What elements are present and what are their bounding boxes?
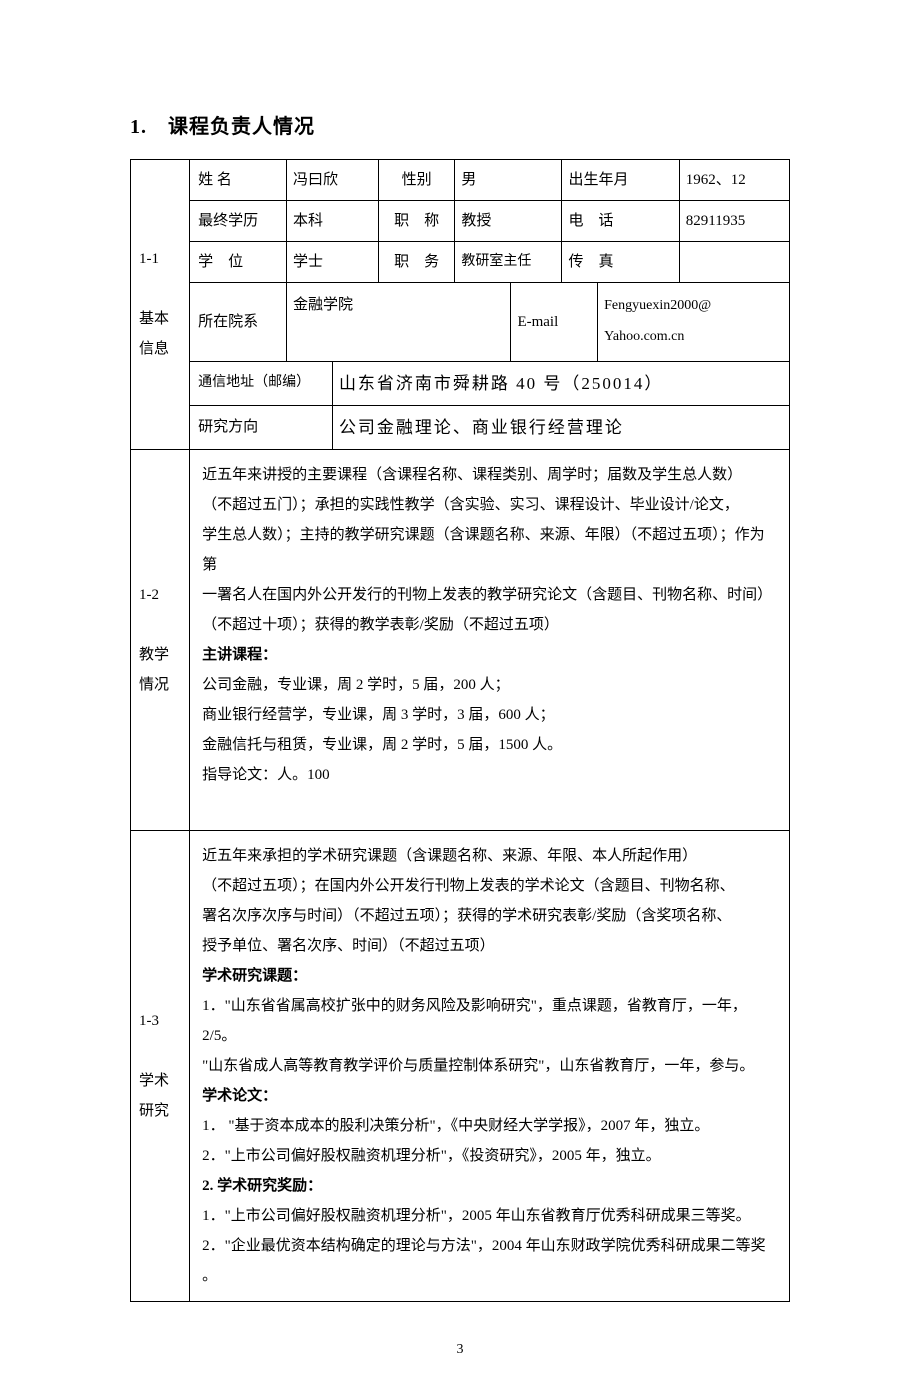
- t-p1: 近五年来讲授的主要课程（含课程名称、课程类别、周学时；届数及学生总人数）: [202, 460, 777, 490]
- phone-value: 82911935: [679, 201, 789, 242]
- title-label: 职 称: [378, 201, 455, 242]
- addr-value: 山东省济南市舜耕路 40 号（250014）: [332, 361, 789, 405]
- teaching-content: 近五年来讲授的主要课程（含课程名称、课程类别、周学时；届数及学生总人数） （不超…: [190, 449, 790, 830]
- r-p7: 2/5。: [202, 1021, 777, 1051]
- r-p10: 1． "基于资本成本的股利决策分析"，《中央财经大学学报》，2007 年，独立。: [202, 1111, 777, 1141]
- row-education: 最终学历 本科 职 称 教授 电 话 82911935: [131, 201, 790, 242]
- t-p4: 一署名人在国内外公开发行的刊物上发表的教学研究论文（含题目、刊物名称、时间）: [202, 580, 777, 610]
- r-p11: 2．"上市公司偏好股权融资机理分析"，《投资研究》，2005 年，独立。: [202, 1141, 777, 1171]
- r-p14: 2．"企业最优资本结构确定的理论与方法"，2004 年山东财政学院优秀科研成果二…: [202, 1231, 777, 1261]
- fax-label: 传 真: [562, 242, 679, 283]
- birth-label: 出生年月: [562, 160, 679, 201]
- r-p9: 学术论文：: [202, 1081, 777, 1111]
- gender-label: 性别: [378, 160, 455, 201]
- t-p9: 金融信托与租赁，专业课，周 2 学时，5 届，1500 人。: [202, 730, 777, 760]
- section-1-2-label: 1-2 教学 情况: [131, 449, 190, 830]
- row-name: 1-1 基本 信息 姓 名 冯曰欣 性别 男 出生年月 1962、12: [131, 160, 790, 201]
- gender-value: 男: [455, 160, 562, 201]
- fax-value: [679, 242, 789, 283]
- t-p2: （不超过五门）；承担的实践性教学（含实验、实习、课程设计、毕业设计/论文，: [202, 490, 777, 520]
- main-table: 1-1 基本 信息 姓 名 冯曰欣 性别 男 出生年月 1962、12 最终学历…: [130, 159, 790, 1302]
- email-line2: Yahoo.com.cn: [604, 329, 684, 344]
- page-number: 3: [130, 1342, 790, 1358]
- t-p5: （不超过十项）；获得的教学表彰/奖励（不超过五项）: [202, 610, 777, 640]
- sec13-l1: 1-3: [139, 1013, 159, 1029]
- row-dept: 所在院系 金融学院 E-mail Fengyuexin2000@ Yahoo.c…: [131, 283, 790, 362]
- addr-label: 通信地址（邮编）: [190, 361, 333, 405]
- t-p3: 学生总人数）；主持的教学研究课题（含课题名称、来源、年限）（不超过五项）；作为第: [202, 520, 777, 580]
- sec12-l2: 教学: [139, 647, 169, 663]
- r-p6: 1．"山东省省属高校扩张中的财务风险及影响研究"，重点课题，省教育厅，一年，: [202, 991, 777, 1021]
- r-p5: 学术研究课题：: [202, 961, 777, 991]
- edu-value: 本科: [287, 201, 379, 242]
- sec11-l1: 1-1: [139, 251, 159, 267]
- section-heading: 1. 课程负责人情况: [130, 110, 790, 139]
- degree-value: 学士: [287, 242, 379, 283]
- dir-label: 研究方向: [190, 405, 333, 449]
- duty-value: 教研室主任: [455, 242, 562, 283]
- research-content: 近五年来承担的学术研究课题（含课题名称、来源、年限、本人所起作用） （不超过五项…: [190, 830, 790, 1301]
- t-p8: 商业银行经营学，专业课，周 3 学时，3 届，600 人；: [202, 700, 777, 730]
- dept-value: 金融学院: [287, 283, 511, 362]
- r-p1: 近五年来承担的学术研究课题（含课题名称、来源、年限、本人所起作用）: [202, 841, 777, 871]
- name-label: 姓 名: [190, 160, 287, 201]
- sec12-l3: 情况: [139, 677, 169, 693]
- sec12-l1: 1-2: [139, 587, 159, 603]
- email-label: E-mail: [511, 283, 598, 362]
- email-line1: Fengyuexin2000@: [604, 298, 711, 313]
- r-p8: "山东省成人高等教育教学评价与质量控制体系研究"，山东省教育厅，一年，参与。: [202, 1051, 777, 1081]
- title-value: 教授: [455, 201, 562, 242]
- duty-label: 职 务: [378, 242, 455, 283]
- birth-value: 1962、12: [679, 160, 789, 201]
- email-value: Fengyuexin2000@ Yahoo.com.cn: [598, 283, 790, 362]
- row-address: 通信地址（邮编） 山东省济南市舜耕路 40 号（250014）: [131, 361, 790, 405]
- r-p3: 署名次序次序与时间）（不超过五项）；获得的学术研究表彰/奖励（含奖项名称、: [202, 901, 777, 931]
- dept-label: 所在院系: [190, 283, 287, 362]
- r-p4: 授予单位、署名次序、时间）（不超过五项）: [202, 931, 777, 961]
- r-p12: 2. 学术研究奖励：: [202, 1171, 777, 1201]
- name-value: 冯曰欣: [287, 160, 379, 201]
- r-p15: 。: [202, 1261, 777, 1291]
- row-direction: 研究方向 公司金融理论、商业银行经营理论: [131, 405, 790, 449]
- row-degree: 学 位 学士 职 务 教研室主任 传 真: [131, 242, 790, 283]
- edu-label: 最终学历: [190, 201, 287, 242]
- phone-label: 电 话: [562, 201, 679, 242]
- sec11-l3: 信息: [139, 341, 169, 357]
- t-p10: 指导论文：人。100: [202, 760, 777, 790]
- degree-label: 学 位: [190, 242, 287, 283]
- t-p6: 主讲课程：: [202, 640, 777, 670]
- section-1-1-label: 1-1 基本 信息: [131, 160, 190, 450]
- dir-value: 公司金融理论、商业银行经营理论: [332, 405, 789, 449]
- sec13-l3: 研究: [139, 1103, 169, 1119]
- row-research: 1-3 学术 研究 近五年来承担的学术研究课题（含课题名称、来源、年限、本人所起…: [131, 830, 790, 1301]
- sec11-l2: 基本: [139, 311, 169, 327]
- row-teaching: 1-2 教学 情况 近五年来讲授的主要课程（含课程名称、课程类别、周学时；届数及…: [131, 449, 790, 830]
- section-1-3-label: 1-3 学术 研究: [131, 830, 190, 1301]
- r-p2: （不超过五项）；在国内外公开发行刊物上发表的学术论文（含题目、刊物名称、: [202, 871, 777, 901]
- sec13-l2: 学术: [139, 1073, 169, 1089]
- r-p13: 1．"上市公司偏好股权融资机理分析"，2005 年山东省教育厅优秀科研成果三等奖…: [202, 1201, 777, 1231]
- t-p7: 公司金融，专业课，周 2 学时，5 届，200 人；: [202, 670, 777, 700]
